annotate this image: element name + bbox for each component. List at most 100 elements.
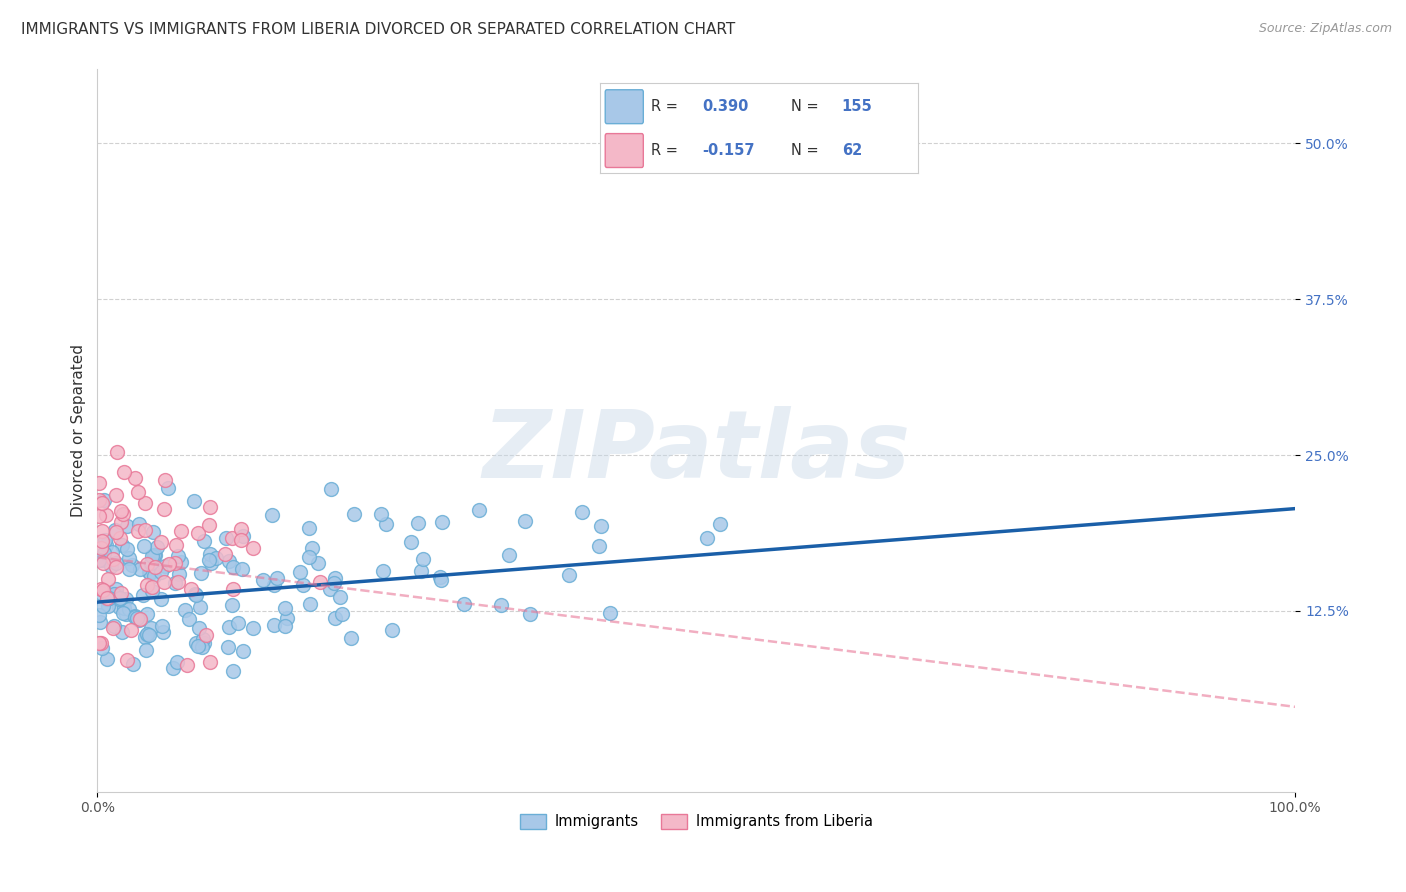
Point [103,621,125,635]
Point [153,574,176,589]
Point [412,552,434,566]
Point [200,655,222,669]
Point [111,607,134,621]
Point [124,471,146,485]
Point [298,550,321,565]
Point [103,619,125,633]
Point [93,546,115,560]
Point [571,505,593,519]
Point [91,553,114,567]
Point [141,584,163,599]
Point [183,494,205,508]
Point [370,507,392,521]
Point [214,547,236,561]
Point [170,524,193,538]
Point [307,556,329,570]
Point [110,515,132,529]
Point [134,523,156,537]
Point [90,541,112,555]
Point [103,552,125,566]
Point [343,507,366,521]
Point [323,576,346,591]
Point [91,556,114,570]
Point [167,567,190,582]
Point [429,574,451,588]
Point [589,519,612,533]
Point [128,613,150,627]
Point [90,585,112,599]
Point [87,493,110,508]
Point [104,560,127,574]
Point [94,533,117,547]
Point [157,481,180,495]
Point [91,524,114,539]
Point [112,466,135,480]
Point [222,582,245,596]
Point [143,549,166,563]
Point [108,531,131,545]
Point [87,509,110,524]
Point [153,501,176,516]
Point [221,531,243,545]
Point [139,621,162,635]
Point [184,636,207,650]
Point [252,573,274,587]
Point [231,533,253,547]
Point [166,656,188,670]
Point [260,508,283,522]
Point [696,532,718,546]
Point [115,542,138,557]
Point [93,493,115,508]
Point [111,625,134,640]
Point [120,624,142,638]
Point [231,562,253,576]
Point [96,591,118,606]
Point [97,572,120,586]
Point [266,571,288,585]
Point [150,565,173,579]
Point [193,635,215,649]
Point [187,526,209,541]
Point [115,607,138,622]
Point [94,538,117,552]
Point [215,531,238,545]
Point [432,516,454,530]
Point [498,548,520,562]
Point [200,500,222,514]
Point [319,582,342,597]
Point [110,504,132,518]
Point [429,570,451,584]
Point [153,559,176,574]
Point [97,591,120,605]
Point [375,516,398,531]
Point [108,599,131,614]
Point [141,549,163,563]
Point [197,553,219,567]
Point [409,564,432,578]
Point [321,482,343,496]
Point [118,602,141,616]
Point [194,628,217,642]
Point [187,639,209,653]
Point [112,601,135,615]
Point [134,630,156,644]
Point [143,559,166,574]
Point [115,519,138,533]
Point [152,625,174,640]
Point [118,561,141,575]
Point [301,541,323,555]
Point [329,590,352,604]
Point [149,591,172,606]
Point [127,524,149,538]
Point [135,627,157,641]
Point [298,521,321,535]
Point [134,539,156,553]
Point [558,567,581,582]
Point [406,516,429,530]
Point [165,556,187,570]
Point [323,611,346,625]
Point [468,503,491,517]
Point [138,566,160,581]
Point [599,606,621,620]
Text: Source: ZipAtlas.com: Source: ZipAtlas.com [1258,22,1392,36]
